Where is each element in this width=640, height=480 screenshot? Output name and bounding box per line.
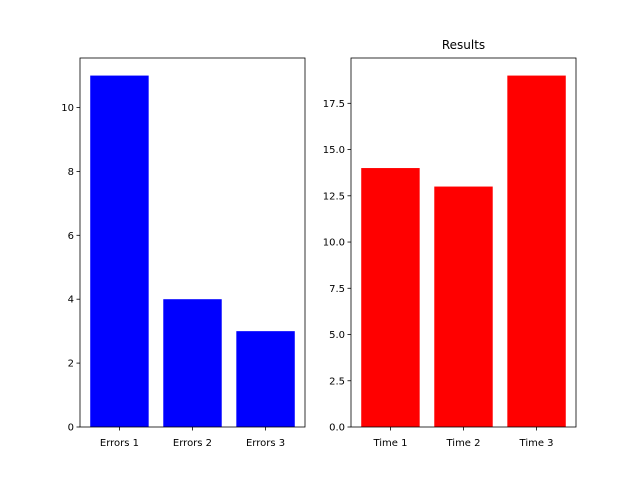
chart-title: Results bbox=[442, 38, 485, 52]
x-tick-label: Time 2 bbox=[445, 438, 480, 449]
bar-time-2 bbox=[434, 186, 493, 427]
x-tick-label: Errors 1 bbox=[100, 438, 139, 449]
y-tick-label: 4 bbox=[68, 295, 74, 306]
bar-errors-3 bbox=[236, 331, 295, 427]
y-tick-label: 15.0 bbox=[323, 145, 345, 156]
x-tick-label: Time 3 bbox=[519, 438, 554, 449]
bar-time-3 bbox=[507, 75, 566, 428]
bar-time-1 bbox=[361, 168, 420, 428]
x-tick-label: Time 1 bbox=[372, 438, 407, 449]
bar-errors-1 bbox=[90, 75, 149, 428]
results-chart: 0.0 2.5 5.0 7.5 10.0 12.5 15.0 17.5 Time 1 Time 2… bbox=[323, 38, 577, 449]
x-tick-label: Errors 2 bbox=[173, 438, 212, 449]
y-tick-label: 6 bbox=[68, 231, 74, 242]
y-tick-label: 12.5 bbox=[323, 191, 345, 202]
y-tick-label: 2 bbox=[68, 359, 74, 370]
y-tick-label: 0 bbox=[68, 423, 74, 434]
y-tick-label: 0.0 bbox=[329, 423, 345, 434]
y-tick-label: 8 bbox=[68, 167, 74, 178]
y-tick-label: 10 bbox=[61, 103, 74, 114]
bar-errors-2 bbox=[163, 299, 222, 427]
y-tick-label: 7.5 bbox=[329, 284, 345, 295]
y-tick-label: 17.5 bbox=[323, 99, 345, 110]
errors-chart: 0 2 4 6 8 10 Errors 1 Errors 2 Errors 3 bbox=[61, 57, 306, 449]
y-tick-label: 10.0 bbox=[323, 238, 345, 249]
y-tick-label: 5.0 bbox=[329, 330, 345, 341]
y-tick-label: 2.5 bbox=[329, 376, 345, 387]
x-tick-label: Errors 3 bbox=[246, 438, 285, 449]
